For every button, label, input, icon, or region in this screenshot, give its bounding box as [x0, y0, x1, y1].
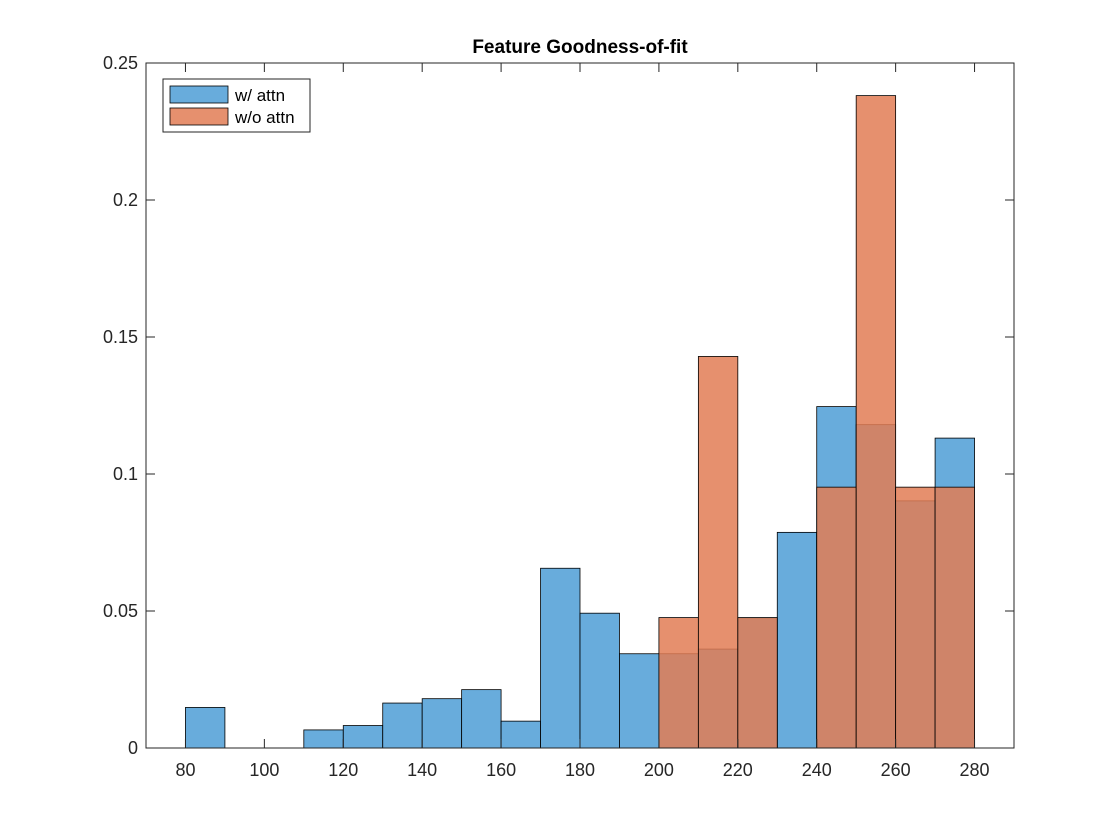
- y-tick-label: 0: [128, 738, 138, 758]
- x-tick-label: 100: [249, 760, 279, 780]
- bar-w-attn-140: [421, 698, 463, 749]
- ticks-layer: 80 100 120 140 160 180 200 220 240 260 280 0 0.05 0.1…: [103, 53, 1014, 780]
- y-tick-label: 0.05: [103, 601, 138, 621]
- x-tick-label: 180: [565, 760, 595, 780]
- bar-w-attn-190: [619, 653, 660, 749]
- bar-w-attn-110: [303, 729, 344, 749]
- legend: w/ attn w/o attn: [162, 78, 311, 133]
- bar-w-attn-130: [382, 702, 423, 749]
- bar-w-o-attn-260: [895, 486, 936, 749]
- bar-w-attn-120: [342, 725, 384, 749]
- x-tick-label: 80: [175, 760, 195, 780]
- bar-w-o-attn-200: [658, 617, 699, 749]
- bar-w-o-attn-210: [697, 356, 739, 749]
- x-tick-label: 200: [644, 760, 674, 780]
- x-tick-label: 220: [723, 760, 753, 780]
- x-tick-label: 140: [407, 760, 437, 780]
- bar-w-o-attn-240: [816, 486, 857, 749]
- bar-w-attn-150: [461, 689, 502, 749]
- x-tick-label: 240: [802, 760, 832, 780]
- bar-w-attn-80: [185, 707, 226, 749]
- bar-w-attn-180: [579, 612, 620, 749]
- x-tick-label: 120: [328, 760, 358, 780]
- y-tick-label: 0.25: [103, 53, 138, 73]
- x-tick-label: 280: [960, 760, 990, 780]
- legend-label-wo-attn: w/o attn: [234, 108, 295, 127]
- bar-w-attn-170: [540, 567, 581, 749]
- bar-w-o-attn-270: [934, 486, 975, 749]
- bar-w-attn-160: [500, 720, 541, 749]
- bar-w-attn-230: [776, 531, 818, 749]
- x-tick-label: 260: [881, 760, 911, 780]
- y-tick-label: 0.15: [103, 327, 138, 347]
- x-tick-label: 160: [486, 760, 516, 780]
- legend-swatch-w-attn: [169, 85, 229, 104]
- legend-swatch-wo-attn: [169, 107, 229, 126]
- y-tick-label: 0.1: [113, 464, 138, 484]
- bar-w-o-attn-250: [855, 95, 897, 749]
- legend-label-w-attn: w/ attn: [234, 86, 285, 105]
- bars-layer: [185, 95, 975, 749]
- y-tick-label: 0.2: [113, 190, 138, 210]
- chart-title: Feature Goodness-of-fit: [472, 37, 688, 58]
- bar-w-o-attn-220: [737, 617, 778, 749]
